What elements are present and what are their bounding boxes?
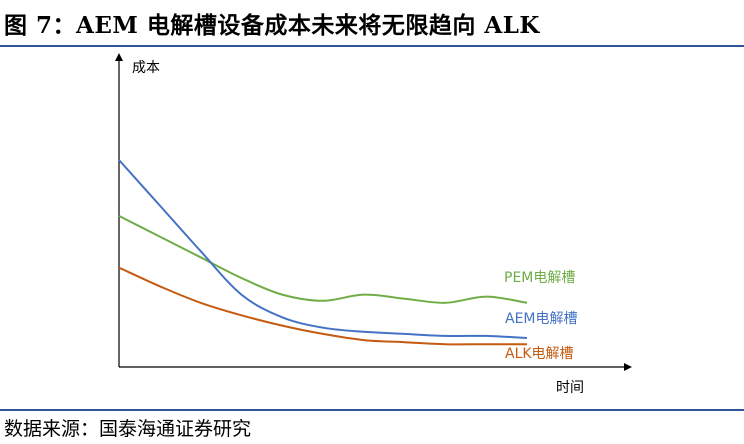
aem-series-line	[118, 159, 528, 339]
top-divider	[0, 45, 744, 47]
cost-trend-chart: 成本 时间 PEM电解槽 AEM电解槽 ALK电解槽	[115, 53, 632, 396]
source-note: 数据来源：国泰海通证券研究	[4, 418, 252, 440]
pem-series-label: PEM电解槽	[504, 270, 575, 286]
aem-series-label: AEM电解槽	[505, 311, 578, 327]
pem-series-line	[118, 215, 528, 304]
series-layer: PEM电解槽 AEM电解槽 ALK电解槽	[118, 159, 578, 362]
alk-series-label: ALK电解槽	[505, 346, 574, 362]
alk-series-line	[118, 266, 527, 346]
y-axis-label: 成本	[132, 60, 160, 76]
bottom-divider	[0, 409, 744, 411]
x-axis-label: 时间	[556, 380, 584, 396]
figure-title: 图 7：AEM 电解槽设备成本未来将无限趋向 ALK	[4, 12, 540, 39]
figure-header: 图 7：AEM 电解槽设备成本未来将无限趋向 ALK	[0, 0, 744, 44]
